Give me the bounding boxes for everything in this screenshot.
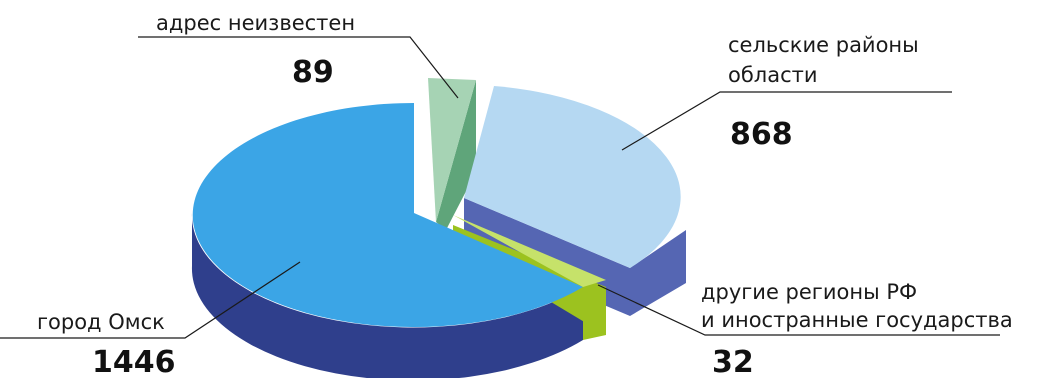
- value-other-regions: 32: [712, 345, 754, 378]
- value-omsk: 1446: [92, 345, 176, 378]
- label-other-regions-line1: другие регионы РФ: [701, 280, 917, 304]
- pie-slice-omsk: [192, 102, 583, 327]
- label-omsk: город Омск: [37, 310, 165, 334]
- pie-slice-side-omsk: [191, 213, 583, 378]
- pie-slice-rural-districts: [464, 86, 681, 268]
- value-address-unknown: 89: [292, 55, 334, 90]
- leader-line-address-unknown: [138, 36, 459, 99]
- label-address-unknown: адрес неизвестен: [156, 11, 355, 35]
- label-rural-districts-line1: сельские районы: [728, 33, 919, 57]
- leader-line-other-regions: [597, 284, 1000, 336]
- value-rural-districts: 868: [730, 117, 793, 152]
- leader-line-rural-districts: [621, 91, 952, 151]
- pie-slice-side-address-unknown: [436, 80, 476, 230]
- pie-slice-address-unknown: [428, 78, 476, 222]
- leader-line-omsk: [0, 261, 301, 339]
- label-other-regions-line2: и иностранные государства: [701, 308, 1013, 332]
- pie-slice-side-rural: [464, 198, 686, 316]
- label-rural-districts-line2: области: [728, 63, 818, 87]
- pie-slice-other-regions: [453, 215, 606, 287]
